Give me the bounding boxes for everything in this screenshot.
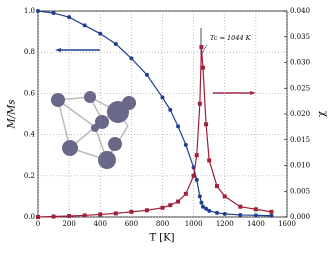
y-tick-label: 0.0 bbox=[24, 213, 35, 221]
data-point bbox=[176, 199, 181, 204]
data-point bbox=[183, 191, 188, 196]
data-point bbox=[200, 65, 205, 70]
y2-tick-label: 0.005 bbox=[290, 187, 310, 195]
y2-tick-label: 0.025 bbox=[290, 84, 310, 92]
data-point bbox=[194, 177, 199, 182]
data-point bbox=[207, 158, 212, 163]
y2-tick-label: 0.035 bbox=[290, 33, 310, 41]
x-tick-label: 1400 bbox=[247, 220, 265, 228]
data-point bbox=[129, 56, 134, 61]
x-tick-label: 800 bbox=[156, 220, 169, 228]
data-point bbox=[168, 203, 173, 208]
data-point bbox=[98, 212, 103, 217]
y2-tick-label: 0.030 bbox=[290, 59, 310, 67]
x-tick-label: 1600 bbox=[278, 220, 296, 228]
data-point bbox=[82, 213, 87, 218]
data-point bbox=[67, 213, 72, 218]
data-point bbox=[194, 153, 199, 158]
data-point bbox=[200, 204, 205, 209]
data-point bbox=[160, 205, 165, 210]
data-point bbox=[253, 207, 258, 212]
x-axis-label: T [K] bbox=[149, 233, 174, 244]
data-point bbox=[199, 45, 204, 50]
x-tick-label: 200 bbox=[62, 220, 75, 228]
data-point bbox=[238, 212, 243, 217]
data-point bbox=[191, 173, 196, 178]
data-point bbox=[222, 211, 227, 216]
y-tick-label: 0.2 bbox=[24, 172, 35, 180]
data-point bbox=[144, 208, 149, 213]
data-point bbox=[207, 208, 212, 213]
data-point bbox=[176, 124, 181, 129]
y-tick-label: 0.4 bbox=[24, 131, 36, 139]
data-point bbox=[199, 200, 204, 205]
cluster-illustration bbox=[51, 91, 136, 169]
data-point bbox=[67, 15, 72, 20]
y2-tick-label: 0.015 bbox=[290, 136, 310, 144]
data-point bbox=[36, 9, 40, 13]
y-tick-label: 1.0 bbox=[24, 7, 35, 15]
data-point bbox=[36, 215, 40, 219]
data-point bbox=[129, 209, 134, 214]
data-point bbox=[51, 214, 56, 219]
data-point bbox=[238, 204, 243, 209]
x-tick-label: 600 bbox=[125, 220, 138, 228]
data-point bbox=[204, 206, 209, 211]
x-tick-label: 0 bbox=[36, 220, 40, 228]
y2-tick-label: 0.040 bbox=[290, 7, 310, 15]
data-point bbox=[214, 184, 219, 189]
data-point bbox=[253, 213, 258, 218]
annotation: Tc ≈ 1044 K bbox=[210, 34, 252, 42]
x-tick-label: 400 bbox=[94, 220, 107, 228]
data-point bbox=[197, 194, 202, 199]
y-tick-label: 0.6 bbox=[24, 89, 36, 97]
data-point bbox=[269, 213, 274, 218]
data-point bbox=[197, 101, 202, 106]
data-point bbox=[160, 95, 165, 100]
y2-tick-label: 0.000 bbox=[290, 213, 310, 221]
data-point bbox=[222, 194, 227, 199]
data-point bbox=[183, 142, 188, 147]
data-point bbox=[113, 41, 118, 46]
data-point bbox=[82, 23, 87, 28]
y2-tick-label: 0.010 bbox=[290, 162, 310, 170]
data-point bbox=[144, 72, 149, 77]
y2-axis-label: χ bbox=[317, 111, 328, 117]
data-point bbox=[204, 122, 209, 127]
x-tick-label: 1000 bbox=[185, 220, 203, 228]
data-point bbox=[98, 31, 103, 36]
data-point bbox=[168, 107, 173, 112]
y-tick-label: 0.8 bbox=[24, 48, 35, 56]
series-line bbox=[37, 47, 272, 218]
y-axis-label: M/Ms bbox=[7, 100, 18, 130]
x-tick-label: 1200 bbox=[216, 220, 234, 228]
data-point bbox=[113, 211, 118, 216]
y2-tick-label: 0.020 bbox=[290, 110, 310, 118]
data-point bbox=[214, 210, 219, 215]
data-point bbox=[269, 209, 274, 214]
data-point bbox=[51, 11, 56, 16]
